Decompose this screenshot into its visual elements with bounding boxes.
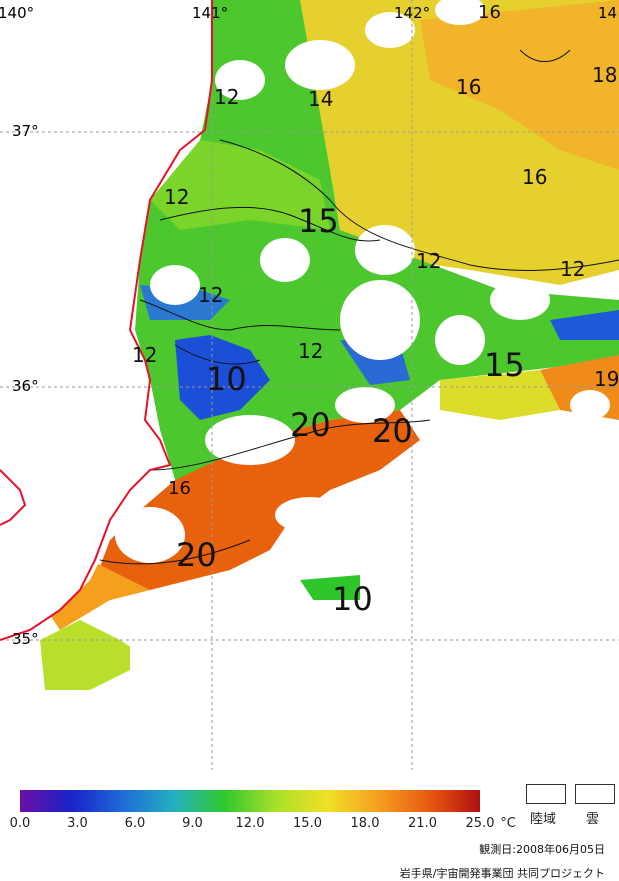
colorbar-tick-label: 18.0 [350, 816, 380, 831]
cloud-swatch [575, 784, 615, 804]
colorbar-tick-label: 9.0 [182, 816, 203, 831]
lon-label: 140° [0, 4, 34, 22]
coastline [0, 0, 213, 641]
contour-label: 12 [560, 257, 585, 281]
land-legend-label: 陸域 [530, 812, 557, 827]
contour-label: 16 [478, 2, 501, 23]
land-swatch [526, 784, 566, 804]
warmer-sea-area [420, 0, 619, 170]
contour-label: 12 [214, 85, 239, 109]
contour-label: 19 [594, 367, 619, 391]
lon-label: 142° [394, 4, 430, 22]
cold-patch [550, 310, 619, 340]
contour-label: 12 [198, 283, 223, 307]
land-area [0, 0, 212, 640]
colorbar-tick-label: 6.0 [124, 816, 146, 831]
contour-label: 12 [416, 249, 441, 273]
mid-sea-band [150, 140, 330, 230]
sst-map-canvas: 140° 141° 142° 14 37° 36° 35° 16 16 16 1… [0, 0, 619, 770]
contour-label: 15 [484, 346, 525, 384]
colorbar-unit: °C [500, 816, 516, 831]
cloud-legend-label: 雲 [586, 812, 600, 827]
contour-label: 20 [372, 412, 413, 450]
contour-label: 15 [298, 202, 339, 240]
contour-label: 10 [332, 580, 373, 618]
south-sea-patch [40, 620, 150, 690]
lon-label: 141° [192, 4, 228, 22]
graticule [0, 0, 619, 770]
contour-label: 20 [290, 406, 331, 444]
lat-label: 37° [12, 122, 39, 140]
cold-patch [175, 335, 270, 420]
colorbar [20, 790, 480, 812]
colorbar-tick-label: 15.0 [293, 816, 322, 831]
lat-label: 36° [12, 377, 39, 395]
colorbar-tick-label: 0.0 [9, 816, 31, 831]
colorbar-tick-label: 25.0 [465, 816, 495, 831]
colorbar-tick-label: 12.0 [235, 816, 265, 831]
contour-label: 10 [206, 360, 247, 398]
observation-date: 観測日:2008年06月05日 [479, 843, 605, 856]
coastline-inlet [0, 469, 27, 526]
cloud-patches [0, 0, 619, 770]
lat-label: 35° [12, 630, 39, 648]
yellow-band [440, 370, 560, 420]
isotherm-lines [99, 49, 619, 565]
contour-label: 12 [164, 185, 189, 209]
colorbar-tick-label: 21.0 [408, 816, 437, 831]
colorbar-tick-label: 3.0 [67, 816, 88, 831]
contour-label: 12 [298, 339, 323, 363]
contour-label: 12 [132, 343, 157, 367]
contour-label: 16 [522, 165, 547, 189]
contour-label: 16 [168, 478, 191, 499]
lon-label: 14 [598, 4, 617, 22]
contour-label: 18 [592, 63, 617, 87]
contour-label: 14 [308, 87, 333, 111]
credit-line: 岩手県/宇宙開発事業団 共同プロジェクト [399, 867, 605, 880]
contour-label: 20 [176, 536, 217, 574]
contour-label: 16 [456, 75, 481, 99]
